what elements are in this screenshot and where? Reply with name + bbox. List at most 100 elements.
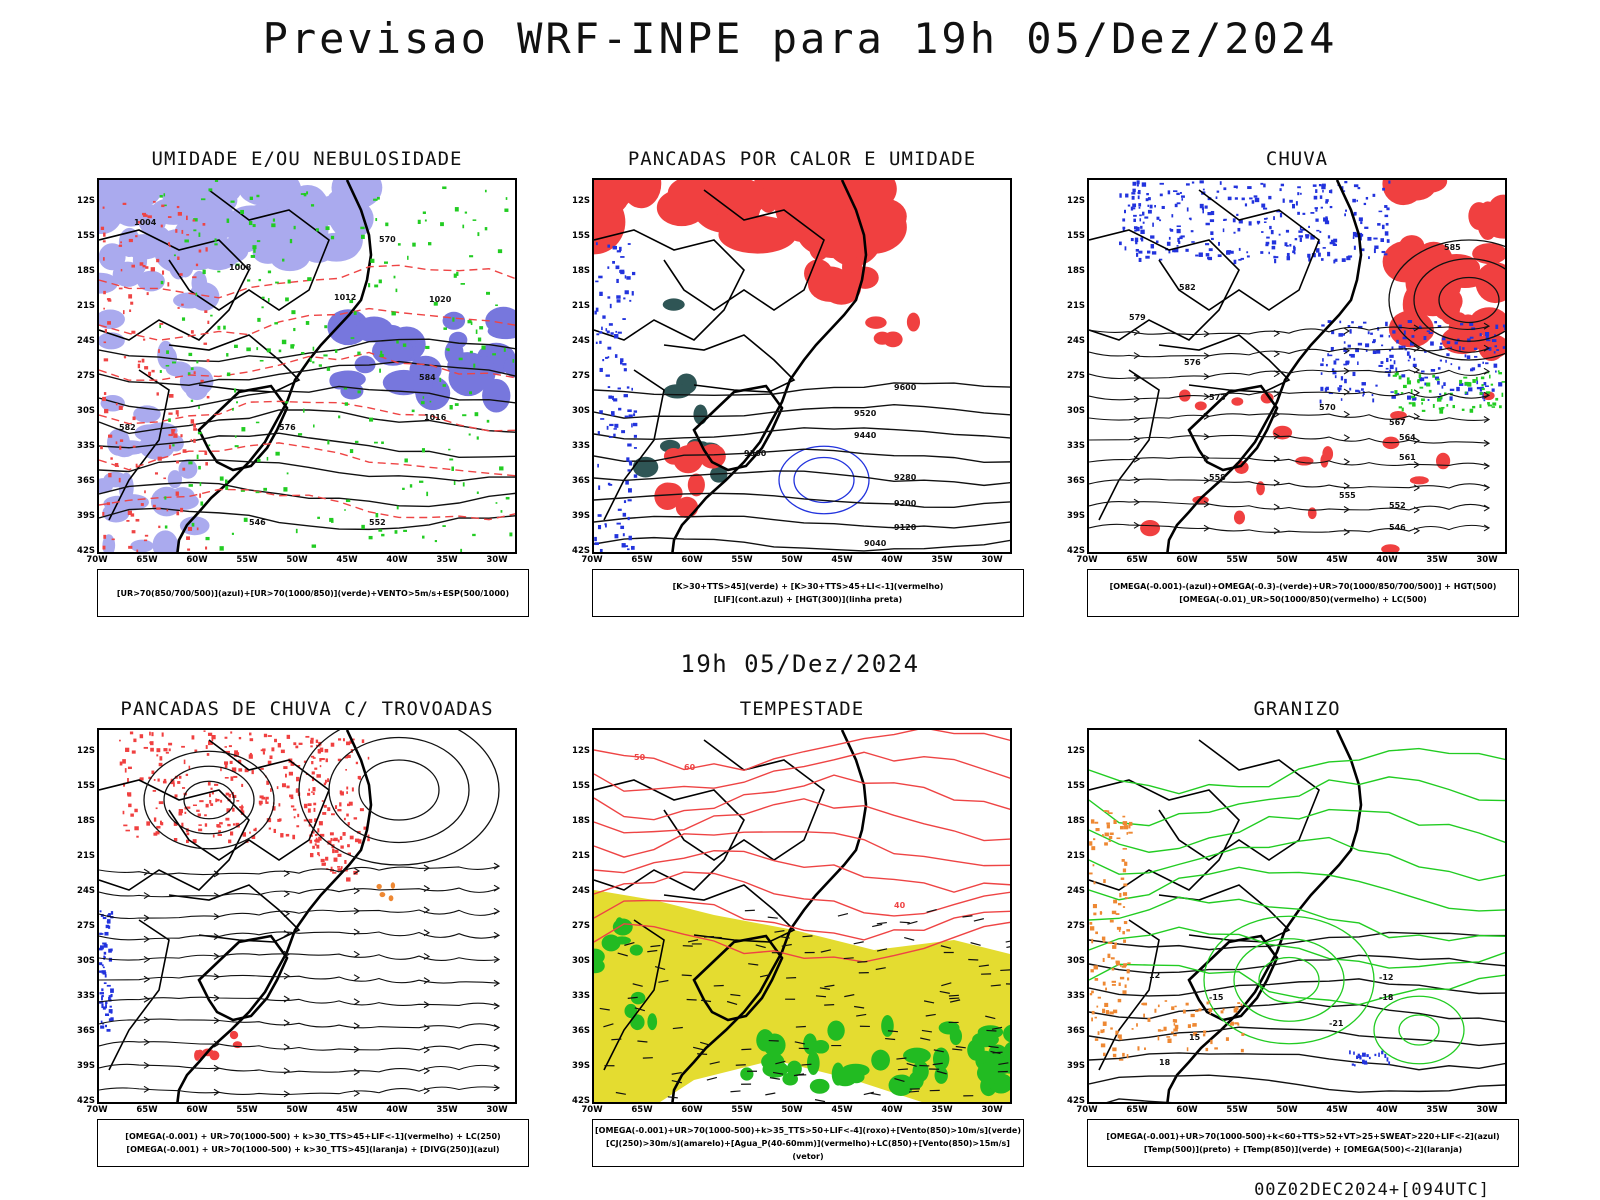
rain-blue-speckle — [1358, 217, 1363, 222]
storm-red-speckle — [131, 750, 136, 754]
wind-vector — [1006, 946, 1010, 948]
stream-arrowhead — [1413, 484, 1421, 492]
storm-red-speckle — [292, 808, 297, 811]
thickness-red — [168, 433, 173, 437]
wind850-green-fill — [903, 1047, 931, 1064]
thickness-red — [187, 526, 193, 531]
rain-blue-speckle — [1338, 333, 1343, 337]
thickness-red — [115, 441, 118, 445]
border-line — [168, 189, 330, 311]
storm-red-speckle — [225, 817, 230, 821]
rain-green-speckle — [1395, 371, 1399, 375]
rain-blue-speckle — [1450, 363, 1453, 366]
moisture-green — [267, 270, 272, 274]
border-line — [1098, 369, 1160, 521]
rain-blue-speckle — [1131, 192, 1136, 195]
omega-orange-speckle — [1113, 819, 1117, 824]
storm-red-speckle — [210, 787, 213, 790]
storm-red-speckle — [297, 813, 300, 818]
lifted-index-blue — [626, 276, 631, 280]
thickness-red — [166, 509, 169, 512]
lifted-index-blue — [627, 488, 632, 493]
storm-red-speckle — [186, 832, 190, 836]
storm-red-speckle — [333, 837, 338, 842]
longitude-tick-label: 70W — [86, 555, 108, 565]
storm-red-speckle — [251, 769, 254, 775]
storm-red-speckle — [149, 731, 151, 736]
thickness-red — [206, 359, 210, 363]
lc250-contour — [183, 780, 235, 820]
storm-red-speckle — [249, 738, 254, 742]
storm-red-speckle — [346, 803, 350, 807]
divergence-blue — [105, 1013, 110, 1016]
storm-red-speckle — [277, 818, 281, 822]
storm-red-speckle — [295, 789, 299, 793]
latitude-tick-label: 30S — [1067, 406, 1085, 416]
omega-orange-speckle — [1120, 877, 1125, 880]
storm-red-speckle — [204, 823, 208, 827]
storm-red-speckle — [123, 824, 128, 827]
stream-arrowhead — [143, 955, 151, 963]
rain-blue-speckle — [1388, 349, 1392, 352]
longitude-tick-label: 60W — [186, 1105, 208, 1115]
contour-label: 40 — [894, 901, 906, 910]
storm-red-speckle — [303, 819, 308, 822]
rain-blue-speckle — [1204, 205, 1208, 209]
divergence-blue — [105, 924, 109, 929]
moisture-green — [257, 317, 261, 322]
latitude-tick-label: 15S — [572, 781, 590, 791]
stream-arrowhead — [1483, 391, 1491, 399]
omega-orange-speckle — [1192, 1023, 1197, 1027]
thickness-red — [161, 204, 165, 208]
storm-red-speckle — [309, 852, 314, 858]
rain-blue-speckle — [1297, 186, 1301, 189]
rain-blue-speckle — [1340, 376, 1344, 381]
instability-red-fill — [851, 180, 886, 202]
divergence-blue — [99, 910, 102, 913]
stream-arrowhead — [423, 1087, 431, 1095]
rain-blue-speckle — [1219, 181, 1222, 185]
stream-arrowhead — [283, 1043, 291, 1051]
moisture-green — [275, 451, 280, 456]
moisture-green — [198, 405, 200, 409]
lifted-index-blue — [608, 436, 613, 438]
omega-orange-speckle — [1091, 990, 1094, 994]
rain-blue-speckle — [1504, 327, 1505, 331]
longitude-tick-label: 55W — [236, 555, 258, 565]
storm-red-speckle — [199, 800, 204, 803]
lifted-index-blue — [607, 356, 610, 359]
rain-green-speckle — [1408, 402, 1412, 405]
rain-green-speckle — [1475, 376, 1478, 381]
stream-arrowhead — [283, 950, 291, 958]
storm-red-speckle — [346, 877, 351, 882]
rain-blue-speckle — [1441, 385, 1444, 389]
moisture-green — [198, 232, 201, 237]
rain-blue-speckle — [1401, 374, 1406, 378]
rain-blue-speckle — [1458, 366, 1461, 370]
latitude-tick-label: 39S — [572, 1061, 590, 1071]
rain-blue-speckle — [1352, 231, 1357, 237]
latitude-tick-label: 12S — [77, 746, 95, 756]
stream-arrowhead — [1343, 505, 1351, 513]
omega-orange-speckle — [1233, 1008, 1238, 1013]
wind-vector — [650, 944, 661, 948]
rain-blue-speckle — [1330, 346, 1334, 351]
rain-blue-speckle — [1332, 370, 1337, 375]
moisture-green — [327, 440, 330, 445]
rain-blue-speckle — [1312, 184, 1317, 187]
lifted-index-blue — [627, 443, 632, 447]
storm-red-speckle — [321, 800, 324, 802]
moisture-green — [378, 279, 382, 284]
stream-arrowhead — [283, 1019, 291, 1027]
stream-arrowhead — [423, 929, 431, 937]
latitude-tick-label: 42S — [77, 546, 95, 556]
panel-legend: [OMEGA(-0.001)-(azul)+OMEGA(-0.3)-(verde… — [1087, 569, 1519, 617]
moisture-green — [442, 384, 446, 387]
storm-red-speckle — [178, 808, 183, 813]
longitude-tick-label: 40W — [881, 1105, 903, 1115]
rain-blue-speckle — [1173, 190, 1178, 193]
stream-arrowhead — [1273, 410, 1281, 418]
thickness-red — [123, 356, 127, 358]
thickness-red — [186, 215, 188, 221]
lifted-index-blue — [633, 447, 637, 449]
